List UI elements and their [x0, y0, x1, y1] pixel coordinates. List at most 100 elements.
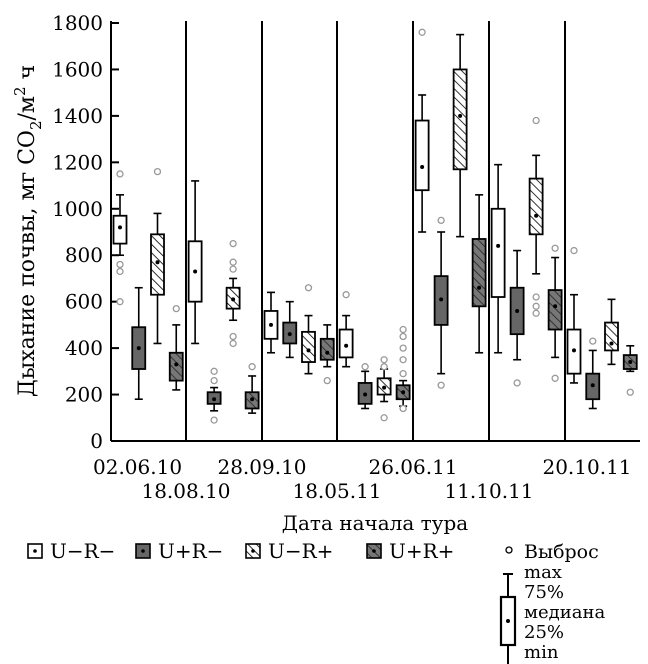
box-UminusRplus-tour-5	[452, 33, 468, 238]
box-median-dot	[534, 213, 539, 218]
box-UplusRplus-tour-7	[622, 344, 638, 396]
box-body	[338, 328, 354, 359]
legend-label-u-plus-r-minus: U+R−	[158, 539, 223, 563]
box-UminusRplus-tour-3	[301, 284, 316, 375]
box-outlier	[532, 293, 540, 301]
box-UminusRplus-tour-6	[528, 116, 544, 317]
box-median-dot	[212, 397, 217, 402]
box-outlier	[551, 244, 559, 252]
box-median-dot	[363, 392, 368, 397]
x-tick-label-tour-1: 02.06.10	[93, 455, 182, 479]
box-body	[150, 233, 165, 296]
box-outlier	[380, 363, 388, 371]
box-anatomy-key: Выброс max 75% медиана 25% min	[499, 541, 605, 664]
x-tick-label-tour-7: 20.10.11	[542, 455, 631, 479]
box-median-dot	[420, 164, 425, 169]
box-median-dot	[250, 397, 255, 402]
box-outlier	[551, 374, 559, 382]
box-outlier	[116, 170, 124, 178]
box-outlier	[513, 379, 521, 387]
box-outlier	[116, 267, 124, 276]
box-outlier	[116, 298, 124, 306]
box-outlier	[304, 284, 313, 292]
x-tick-label-tour-4: 18.05.11	[292, 479, 381, 503]
box-median-dot	[287, 332, 292, 337]
box-UplusRminus-tour-3	[282, 300, 298, 359]
box-UminusRminus-tour-2	[187, 180, 203, 345]
box-outlier	[399, 370, 407, 378]
box-UplusRminus-tour-7	[585, 337, 601, 410]
y-tick-label: 0	[90, 429, 103, 453]
legend-label-u-r-minus: U−R−	[50, 539, 115, 563]
y-axis-label: Дыхание почвы, мг CO2/м2 ч	[11, 65, 45, 397]
y-tick-label: 600	[65, 290, 103, 314]
box-outlier	[399, 332, 407, 341]
box-UplusRminus-tour-1	[131, 286, 147, 401]
box-body	[168, 351, 184, 382]
legend-min-label: min	[524, 642, 559, 663]
legend-outlier-marker	[505, 546, 513, 554]
legend-median-label: медиана	[524, 602, 605, 623]
box-UplusRplus-tour-5	[471, 194, 487, 354]
box-outlier	[532, 302, 540, 310]
legend-outlier-label: Выброс	[524, 541, 599, 563]
box-UminusRminus-tour-5	[414, 28, 430, 233]
box-outlier	[418, 28, 426, 36]
box-UminusRminus-tour-1	[112, 170, 128, 306]
box-outlier	[116, 260, 124, 269]
box-median-dot	[306, 348, 311, 353]
box-UminusRplus-tour-1	[150, 167, 165, 345]
box-UplusRminus-tour-6	[509, 249, 525, 387]
box-UplusRminus-tour-4	[357, 363, 373, 410]
box-body	[471, 238, 487, 308]
box-body	[528, 177, 544, 236]
y-tick-label: 1400	[52, 104, 103, 128]
box-outlier	[172, 304, 180, 313]
box-outlier	[229, 239, 237, 248]
y-tick-label: 1000	[52, 197, 103, 221]
box-median-dot	[325, 350, 330, 355]
box-median-dot	[136, 346, 141, 351]
legend-max-label: max	[524, 562, 562, 583]
box-body	[452, 68, 468, 171]
box-median-dot	[439, 297, 444, 302]
box-UminusRminus-tour-4	[338, 291, 354, 368]
box-median-dot	[155, 260, 160, 265]
legend-q1-label: 25%	[524, 622, 564, 643]
box-outlier	[437, 216, 445, 225]
box-UplusRplus-tour-6	[547, 244, 563, 382]
box-median-dot	[496, 243, 501, 248]
box-median-dot	[344, 343, 349, 348]
box-body	[112, 214, 128, 245]
box-outlier	[626, 388, 634, 396]
box-outlier	[380, 414, 388, 422]
x-tick-label-tour-3: 28.09.10	[217, 455, 306, 479]
box-median-dot	[628, 360, 633, 365]
box-UminusRplus-tour-4	[376, 356, 392, 422]
box-median-dot	[382, 385, 387, 390]
box-median-dot	[193, 269, 198, 274]
box-UplusRminus-tour-5	[433, 216, 449, 389]
box-median-dot	[572, 348, 576, 353]
box-outlier	[532, 309, 540, 317]
legend-item-u-r-plus: U−R+	[245, 539, 333, 563]
box-median-dot	[269, 322, 273, 327]
box-median-dot	[477, 285, 482, 290]
y-tick-label: 1800	[52, 11, 103, 35]
box-outlier	[589, 337, 597, 345]
box-UminusRplus-tour-2	[225, 239, 241, 348]
box-UplusRminus-tour-2	[206, 367, 222, 424]
box-outlier	[210, 416, 218, 424]
legend-label-u-plus-r-plus: U+R+	[389, 539, 454, 563]
box-outlier	[248, 363, 256, 371]
box-body	[319, 337, 335, 361]
box-UminusRplus-tour-7	[604, 298, 619, 366]
x-tick-label-tour-6: 11.10.11	[444, 479, 533, 503]
legend-label-u-r-plus: U−R+	[268, 539, 333, 563]
box-body	[490, 207, 506, 298]
box-UplusRplus-tour-4	[395, 325, 411, 413]
box-outlier	[229, 258, 237, 266]
x-tick-label-tour-2: 18.08.10	[141, 479, 230, 503]
box-median-dot	[458, 113, 463, 118]
